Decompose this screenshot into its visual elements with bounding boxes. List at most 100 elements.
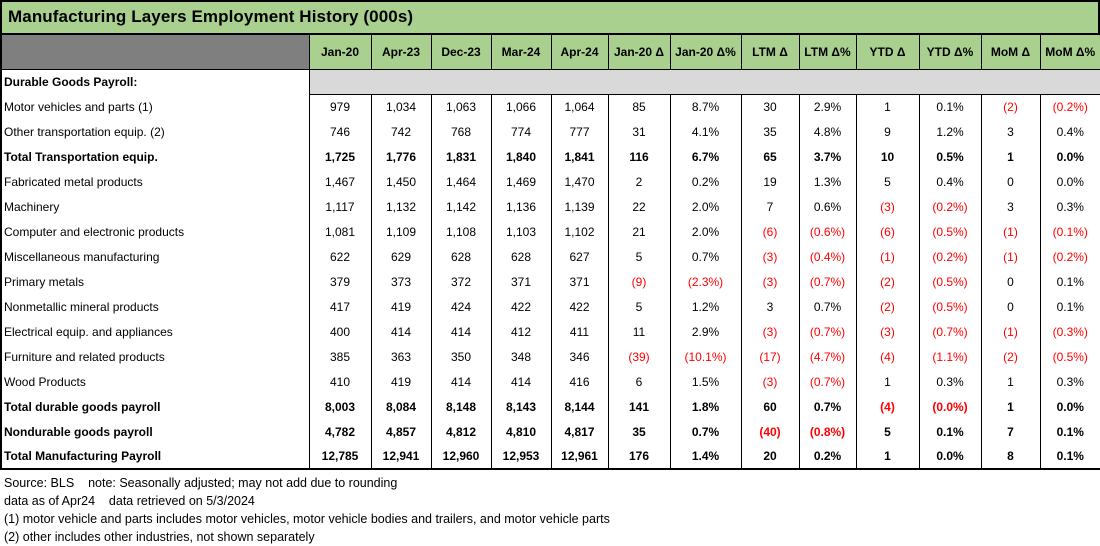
table-row: Wood Products 410 419 414 414 416 6 1.5% (3) (0.7… xyxy=(0,369,1100,394)
data-cell: 12,941 xyxy=(370,444,432,469)
data-cell: 0.3% xyxy=(918,369,982,394)
data-cell: 0.7% xyxy=(798,394,857,419)
data-cell: 3.7% xyxy=(798,144,857,169)
data-cell: 1,103 xyxy=(490,219,552,244)
data-as-of-note: data as of Apr24 data retrieved on 5/3/2… xyxy=(4,494,255,508)
employment-history-table: Jan-20 Apr-23 Dec-23 Mar-24 Apr-24 Jan-20 Δ Ja… xyxy=(0,33,1100,470)
data-cell: 0.6% xyxy=(798,194,857,219)
data-cell: 12,953 xyxy=(490,444,552,469)
data-cell: (6) xyxy=(855,219,920,244)
data-cell: 12,960 xyxy=(430,444,492,469)
row-label: Total Manufacturing Payroll xyxy=(0,444,310,469)
data-cell: 19 xyxy=(740,169,800,194)
data-cell: 1.2% xyxy=(918,119,982,144)
data-cell: (3) xyxy=(855,319,920,344)
corner-header-cell xyxy=(0,33,310,70)
data-cell: (17) xyxy=(740,344,800,369)
data-cell: 1,081 xyxy=(308,219,372,244)
data-cell: 0.1% xyxy=(1039,444,1100,469)
data-cell: 1.8% xyxy=(669,394,742,419)
source-note: Source: BLS note: Seasonally adjusted; m… xyxy=(4,476,398,490)
data-cell: 1.4% xyxy=(669,444,742,469)
data-cell: (0.1%) xyxy=(1039,219,1100,244)
data-cell: 385 xyxy=(308,344,372,369)
data-cell: 1.2% xyxy=(669,294,742,319)
data-cell: 416 xyxy=(550,369,609,394)
table-row: Machinery 1,117 1,132 1,142 1,136 1,139 22 2.0%… xyxy=(0,194,1100,219)
data-cell: 1,034 xyxy=(370,94,432,119)
data-cell: 379 xyxy=(308,269,372,294)
data-cell: 1,450 xyxy=(370,169,432,194)
column-header: Apr-23 xyxy=(370,33,432,70)
table-row: Total durable goods payroll 8,003 8,084 8,1… xyxy=(0,394,1100,419)
data-cell: 1,109 xyxy=(370,219,432,244)
data-cell: (2.3%) xyxy=(669,269,742,294)
section-band xyxy=(308,69,1100,95)
data-cell: 10 xyxy=(855,144,920,169)
data-cell: 622 xyxy=(308,244,372,269)
data-cell: 1,840 xyxy=(490,144,552,169)
table-row: Electrical equip. and appliances 400 414 41… xyxy=(0,319,1100,344)
data-cell: 0.0% xyxy=(1039,144,1100,169)
data-cell: 0 xyxy=(980,269,1041,294)
data-cell: 410 xyxy=(308,369,372,394)
row-label: Primary metals xyxy=(0,269,310,294)
data-cell: (0.2%) xyxy=(918,194,982,219)
data-cell: 414 xyxy=(430,369,492,394)
data-cell: 65 xyxy=(740,144,800,169)
data-cell: 1,464 xyxy=(430,169,492,194)
data-cell: 4.1% xyxy=(669,119,742,144)
data-cell: 0.2% xyxy=(798,444,857,469)
data-cell: 8.7% xyxy=(669,94,742,119)
data-cell: 35 xyxy=(740,119,800,144)
data-cell: 371 xyxy=(550,269,609,294)
data-cell: 4,817 xyxy=(550,419,609,444)
data-cell: (0.5%) xyxy=(1039,344,1100,369)
data-cell: 412 xyxy=(490,319,552,344)
data-cell: 4,810 xyxy=(490,419,552,444)
row-label: Furniture and related products xyxy=(0,344,310,369)
data-cell: 419 xyxy=(370,294,432,319)
data-cell: (2) xyxy=(855,269,920,294)
data-cell: 371 xyxy=(490,269,552,294)
data-cell: 0.0% xyxy=(1039,169,1100,194)
data-cell: (0.7%) xyxy=(798,269,857,294)
data-cell: (0.7%) xyxy=(798,369,857,394)
column-header: MoM Δ% xyxy=(1039,33,1100,70)
data-cell: 411 xyxy=(550,319,609,344)
row-label: Other transportation equip. (2) xyxy=(0,119,310,144)
row-label: Electrical equip. and appliances xyxy=(0,319,310,344)
data-cell: 12,961 xyxy=(550,444,609,469)
data-cell: 372 xyxy=(430,269,492,294)
data-cell: 8,084 xyxy=(370,394,432,419)
data-cell: 4,782 xyxy=(308,419,372,444)
data-cell: (0.2%) xyxy=(1039,244,1100,269)
data-cell: 0.1% xyxy=(1039,269,1100,294)
data-cell: 3 xyxy=(980,119,1041,144)
data-cell: 1 xyxy=(980,144,1041,169)
data-cell: 373 xyxy=(370,269,432,294)
data-cell: 768 xyxy=(430,119,492,144)
footnote-2: (2) other includes other industries, not… xyxy=(4,530,315,544)
data-cell: 0.1% xyxy=(1039,294,1100,319)
row-label: Nondurable goods payroll xyxy=(0,419,310,444)
data-cell: 8 xyxy=(980,444,1041,469)
data-cell: 0.7% xyxy=(798,294,857,319)
data-cell: 1,469 xyxy=(490,169,552,194)
data-cell: 2.0% xyxy=(669,194,742,219)
data-cell: 1,102 xyxy=(550,219,609,244)
data-cell: 424 xyxy=(430,294,492,319)
data-cell: (1) xyxy=(855,244,920,269)
data-cell: (3) xyxy=(740,269,800,294)
row-label: Wood Products xyxy=(0,369,310,394)
data-cell: 774 xyxy=(490,119,552,144)
data-cell: (10.1%) xyxy=(669,344,742,369)
data-cell: 3 xyxy=(740,294,800,319)
data-cell: (0.6%) xyxy=(798,219,857,244)
data-cell: 1 xyxy=(855,444,920,469)
data-cell: 422 xyxy=(550,294,609,319)
data-cell: 627 xyxy=(550,244,609,269)
data-cell: 629 xyxy=(370,244,432,269)
column-header-row: Jan-20 Apr-23 Dec-23 Mar-24 Apr-24 Jan-20 Δ Ja… xyxy=(0,33,1100,70)
table-row: Fabricated metal products 1,467 1,450 1,464… xyxy=(0,169,1100,194)
